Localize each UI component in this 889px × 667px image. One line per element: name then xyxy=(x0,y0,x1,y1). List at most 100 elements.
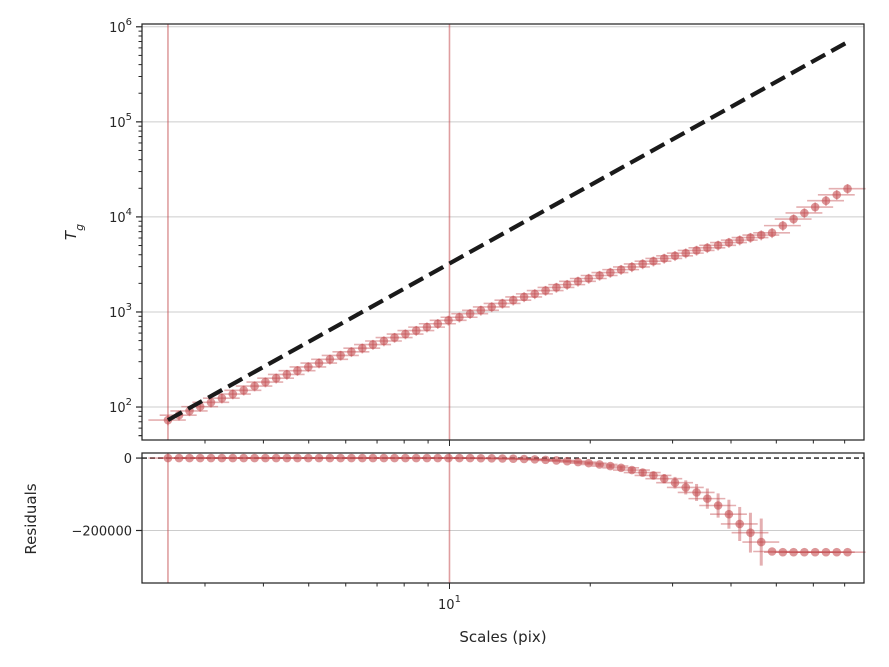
bottom-data-point xyxy=(185,453,194,463)
bottom-data-point xyxy=(293,453,302,463)
bottom-ytick-label: −200000 xyxy=(71,524,132,539)
bottom-data-point xyxy=(282,453,292,463)
bottom-data-point xyxy=(756,537,766,547)
bottom-data-point xyxy=(692,488,701,497)
bottom-data-point xyxy=(498,454,507,463)
top-vlines xyxy=(167,24,451,440)
bottom-data-point xyxy=(444,453,453,463)
bottom-data-point xyxy=(519,454,529,464)
top-ytick-label: 105 xyxy=(109,112,132,131)
top-data-point xyxy=(336,351,345,360)
bottom-points xyxy=(163,453,852,557)
bottom-yticks: 0 −200000 xyxy=(71,452,142,539)
top-data-point xyxy=(325,354,335,364)
top-data-point xyxy=(530,289,540,299)
bottom-data-point xyxy=(465,453,475,463)
top-data-point xyxy=(746,233,755,242)
bottom-data-point xyxy=(455,453,464,463)
bottom-data-point xyxy=(347,453,356,463)
top-data-point xyxy=(756,230,766,240)
top-data-point xyxy=(821,196,831,206)
top-data-point xyxy=(368,340,378,349)
top-data-point xyxy=(433,319,443,329)
top-data-point xyxy=(800,208,809,218)
power-law-fit xyxy=(166,40,849,422)
top-data-point xyxy=(843,184,852,194)
top-data-point xyxy=(444,316,453,325)
top-data-point xyxy=(465,309,475,318)
top-data-point xyxy=(573,277,583,286)
top-xticks xyxy=(204,440,846,446)
top-data-point xyxy=(206,398,216,407)
bottom-data-point xyxy=(422,453,432,463)
bottom-data-point xyxy=(358,453,367,463)
top-data-point xyxy=(271,373,281,383)
top-data-point xyxy=(304,362,313,372)
bottom-data-point xyxy=(163,453,173,463)
bottom-data-point xyxy=(541,455,550,465)
bottom-data-point xyxy=(832,547,842,557)
top-data-point xyxy=(282,370,292,379)
top-data-point xyxy=(239,385,248,395)
top-data-point xyxy=(713,240,723,250)
top-data-point xyxy=(584,274,594,283)
top-ytick-label: 104 xyxy=(109,207,132,226)
bottom-data-point xyxy=(390,453,399,463)
bottom-data-point xyxy=(681,483,691,492)
top-data-point xyxy=(810,202,820,212)
top-data-point xyxy=(670,251,680,261)
top-data-point xyxy=(401,329,410,339)
top-data-point xyxy=(411,326,421,335)
top-data-point xyxy=(314,358,324,368)
top-points xyxy=(163,184,852,425)
bottom-data-point xyxy=(821,547,831,557)
bottom-data-point xyxy=(433,453,443,463)
top-data-point xyxy=(293,366,302,376)
bottom-data-point xyxy=(724,509,734,519)
bottom-data-point xyxy=(271,453,281,463)
top-data-point xyxy=(681,248,691,258)
bottom-data-point xyxy=(670,478,680,487)
top-data-point xyxy=(250,381,259,391)
bottom-data-point xyxy=(562,456,572,466)
bottom-data-point xyxy=(735,519,744,529)
top-data-point xyxy=(724,238,734,247)
bottom-xticks: 101 xyxy=(204,583,846,613)
bottom-data-point xyxy=(401,453,410,463)
bottom-data-point xyxy=(508,454,518,464)
bottom-data-point xyxy=(476,453,486,463)
bottom-data-point xyxy=(584,458,594,468)
top-data-point xyxy=(595,271,604,280)
top-grid xyxy=(142,26,864,408)
top-data-point xyxy=(498,299,507,308)
bottom-data-point xyxy=(379,453,389,463)
bottom-data-point xyxy=(206,453,216,463)
top-fit-line xyxy=(166,40,849,422)
bottom-data-point xyxy=(336,453,345,463)
bottom-data-point xyxy=(552,456,561,465)
top-data-point xyxy=(487,302,496,312)
top-ytick-label: 102 xyxy=(109,397,132,416)
bottom-data-point xyxy=(174,453,184,463)
top-data-point xyxy=(228,389,238,399)
top-panel: 102 103 104 105 106 Tg xyxy=(62,17,866,446)
top-data-point xyxy=(616,265,626,274)
top-data-point xyxy=(390,333,399,342)
bottom-data-point xyxy=(368,453,378,463)
top-data-point xyxy=(627,262,637,272)
bottom-data-point xyxy=(767,547,777,556)
bottom-data-point xyxy=(595,460,604,469)
bottom-data-point xyxy=(314,453,324,463)
top-data-point xyxy=(703,243,712,253)
bottom-data-point xyxy=(195,453,205,463)
bottom-data-point xyxy=(250,453,259,463)
bottom-xtick-label: 101 xyxy=(438,594,461,613)
bottom-ytick-label: 0 xyxy=(124,452,132,467)
top-data-point xyxy=(638,259,647,269)
bottom-data-point xyxy=(649,471,658,480)
top-data-point xyxy=(606,268,615,277)
top-data-point xyxy=(508,295,518,305)
top-data-point xyxy=(735,235,744,245)
top-data-point xyxy=(455,312,464,322)
